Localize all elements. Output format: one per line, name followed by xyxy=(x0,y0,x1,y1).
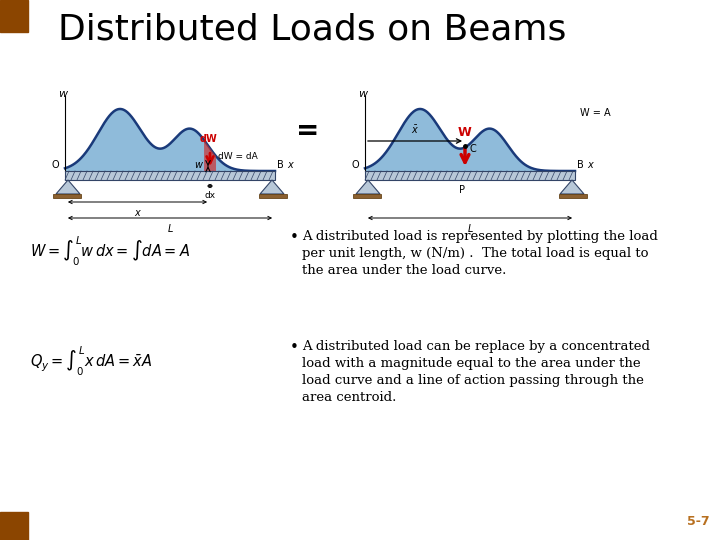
Text: per unit length, w (N/m) .  The total load is equal to: per unit length, w (N/m) . The total loa… xyxy=(302,247,649,260)
Polygon shape xyxy=(356,180,380,194)
Text: $\bar{x}$: $\bar{x}$ xyxy=(411,124,419,136)
Text: A distributed load can be replace by a concentrated: A distributed load can be replace by a c… xyxy=(302,340,650,353)
Text: •: • xyxy=(290,230,299,245)
Text: w: w xyxy=(194,160,202,170)
Text: dW = dA: dW = dA xyxy=(218,152,258,161)
Text: L: L xyxy=(167,224,173,234)
Polygon shape xyxy=(260,180,284,194)
Polygon shape xyxy=(560,180,584,194)
Bar xyxy=(559,194,587,198)
Bar xyxy=(259,194,287,198)
Text: L: L xyxy=(467,224,473,234)
Text: A distributed load is represented by plotting the load: A distributed load is represented by plo… xyxy=(302,230,658,243)
Text: $W = \int_0^{L} w\,dx = \int dA = A$: $W = \int_0^{L} w\,dx = \int dA = A$ xyxy=(30,235,190,268)
Text: P: P xyxy=(459,185,465,195)
Text: load curve and a line of action passing through the: load curve and a line of action passing … xyxy=(302,374,644,387)
Polygon shape xyxy=(204,140,216,171)
Text: O: O xyxy=(351,160,359,170)
Text: B: B xyxy=(277,160,284,170)
Text: x: x xyxy=(587,160,593,170)
Bar xyxy=(53,194,81,198)
Text: Distributed Loads on Beams: Distributed Loads on Beams xyxy=(58,13,567,47)
Text: O: O xyxy=(51,160,59,170)
Text: 5-7: 5-7 xyxy=(688,515,710,528)
Bar xyxy=(0,0,28,32)
Polygon shape xyxy=(56,180,80,194)
Text: dx: dx xyxy=(204,191,215,200)
Text: $Q_y = \int_0^{L} x\,dA = \bar{x}A$: $Q_y = \int_0^{L} x\,dA = \bar{x}A$ xyxy=(30,345,153,379)
Text: x: x xyxy=(287,160,293,170)
Bar xyxy=(353,194,381,198)
Polygon shape xyxy=(365,109,575,171)
Text: w: w xyxy=(58,89,68,99)
Bar xyxy=(65,171,275,180)
Text: B: B xyxy=(577,160,584,170)
Text: the area under the load curve.: the area under the load curve. xyxy=(302,264,506,277)
Text: w: w xyxy=(359,89,368,99)
Text: load with a magnitude equal to the area under the: load with a magnitude equal to the area … xyxy=(302,357,641,370)
Text: =: = xyxy=(297,117,320,145)
Text: W: W xyxy=(458,126,472,139)
Bar xyxy=(0,512,28,540)
Text: dW: dW xyxy=(200,134,218,144)
Polygon shape xyxy=(65,109,275,171)
Text: area centroid.: area centroid. xyxy=(302,391,397,404)
Text: •: • xyxy=(290,340,299,355)
Text: x: x xyxy=(135,208,140,218)
Text: W = A: W = A xyxy=(580,108,611,118)
Bar xyxy=(365,171,575,180)
Text: C: C xyxy=(470,144,477,154)
